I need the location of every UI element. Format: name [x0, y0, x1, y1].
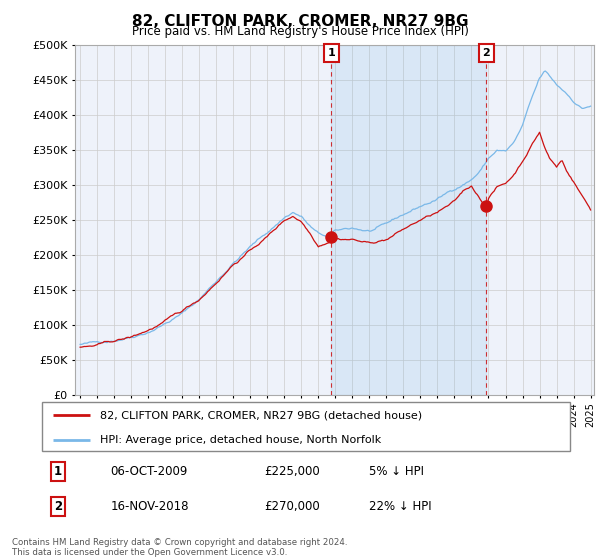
Text: £270,000: £270,000 [264, 500, 320, 514]
Text: £225,000: £225,000 [264, 465, 320, 478]
Text: Price paid vs. HM Land Registry's House Price Index (HPI): Price paid vs. HM Land Registry's House … [131, 25, 469, 38]
Bar [331, 45, 487, 395]
Text: 06-OCT-2009: 06-OCT-2009 [110, 465, 188, 478]
Text: 1: 1 [54, 465, 62, 478]
Text: 82, CLIFTON PARK, CROMER, NR27 9BG (detached house): 82, CLIFTON PARK, CROMER, NR27 9BG (deta… [100, 410, 422, 421]
Text: HPI: Average price, detached house, North Norfolk: HPI: Average price, detached house, Nort… [100, 435, 382, 445]
Text: 2: 2 [482, 48, 490, 58]
Text: 16-NOV-2018: 16-NOV-2018 [110, 500, 189, 514]
Text: 22% ↓ HPI: 22% ↓ HPI [370, 500, 432, 514]
Text: 2: 2 [54, 500, 62, 514]
Text: Contains HM Land Registry data © Crown copyright and database right 2024.
This d: Contains HM Land Registry data © Crown c… [12, 538, 347, 557]
Text: 82, CLIFTON PARK, CROMER, NR27 9BG: 82, CLIFTON PARK, CROMER, NR27 9BG [132, 14, 468, 29]
Text: 5% ↓ HPI: 5% ↓ HPI [370, 465, 424, 478]
FancyBboxPatch shape [42, 402, 570, 451]
Text: 1: 1 [328, 48, 335, 58]
